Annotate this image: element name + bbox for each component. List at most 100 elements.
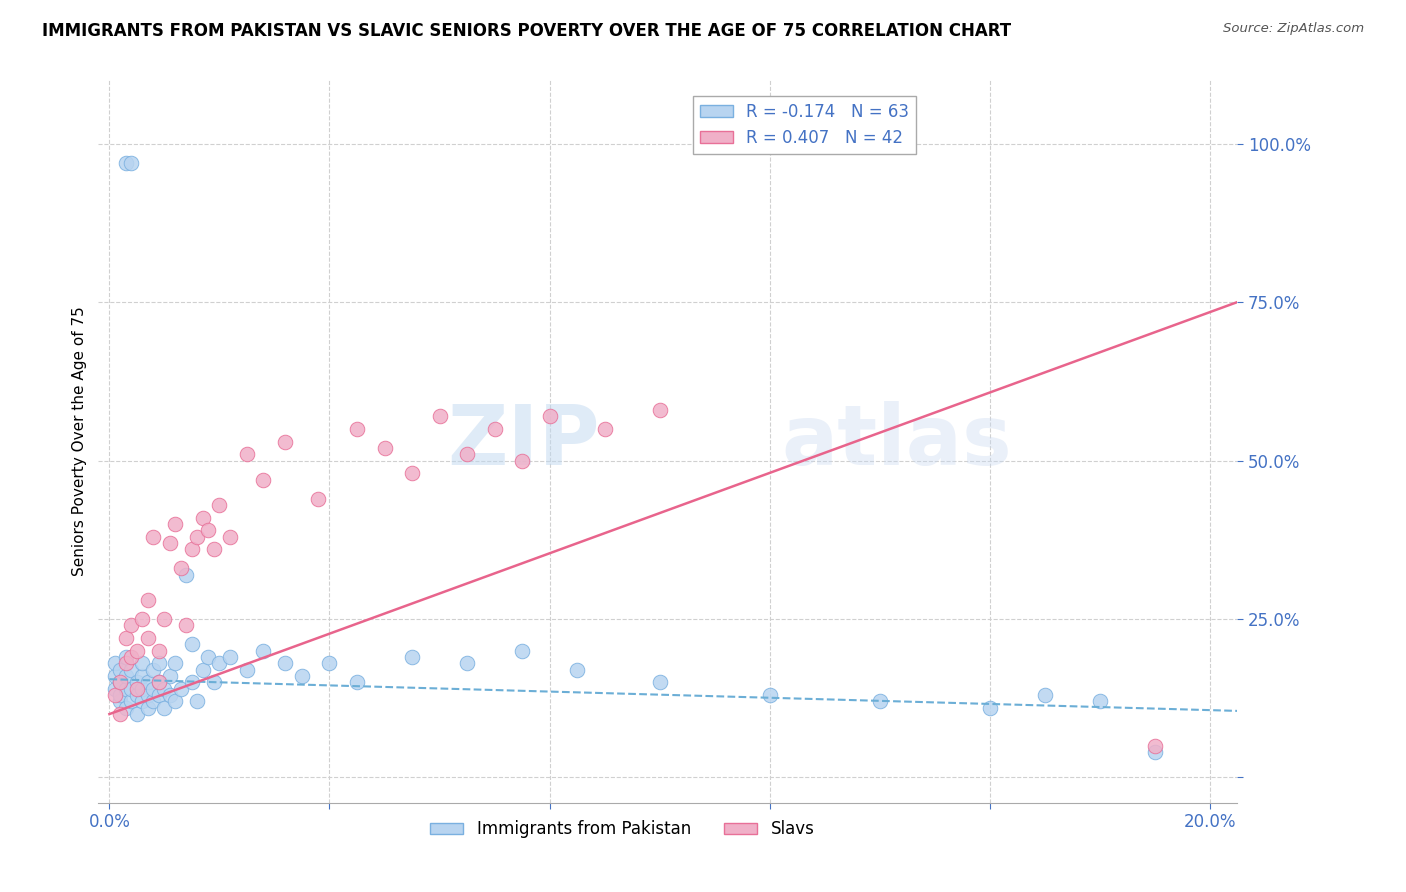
Point [401, 467, 423, 481]
Point [176, 618, 198, 632]
Point [120, 618, 142, 632]
Point [1143, 745, 1166, 759]
Point [165, 657, 187, 671]
Text: ZIP: ZIP [447, 401, 599, 482]
Point [148, 675, 170, 690]
Point [538, 409, 561, 424]
Point [148, 643, 170, 657]
Point [346, 422, 368, 436]
Point [136, 688, 159, 702]
Y-axis label: Seniors Poverty Over the Age of 75: Seniors Poverty Over the Age of 75 [72, 307, 87, 576]
Point [104, 657, 127, 671]
Point [159, 669, 181, 683]
Point [110, 707, 132, 722]
Point [142, 530, 165, 544]
Point [274, 434, 297, 449]
Point [153, 612, 176, 626]
Point [136, 675, 159, 690]
Point [131, 669, 153, 683]
Point [429, 409, 451, 424]
Point [593, 422, 616, 436]
Point [346, 675, 368, 690]
Point [202, 675, 225, 690]
Point [176, 567, 198, 582]
Point [181, 542, 204, 557]
Point [120, 650, 142, 665]
Point [131, 681, 153, 696]
Point [165, 516, 187, 531]
Point [208, 657, 231, 671]
Point [148, 657, 170, 671]
Text: IMMIGRANTS FROM PAKISTAN VS SLAVIC SENIORS POVERTY OVER THE AGE OF 75 CORRELATIO: IMMIGRANTS FROM PAKISTAN VS SLAVIC SENIO… [42, 22, 1011, 40]
Point [136, 631, 159, 645]
Point [136, 593, 159, 607]
Point [510, 453, 533, 467]
Point [219, 530, 242, 544]
Point [181, 637, 204, 651]
Point [120, 155, 142, 169]
Point [308, 491, 330, 506]
Point [159, 536, 181, 550]
Point [170, 681, 193, 696]
Point [148, 675, 170, 690]
Point [1033, 688, 1056, 702]
Point [236, 447, 259, 461]
Point [142, 694, 165, 708]
Point [136, 700, 159, 714]
Point [115, 700, 138, 714]
Point [110, 663, 132, 677]
Point [648, 402, 671, 417]
Point [484, 422, 506, 436]
Point [565, 663, 588, 677]
Point [1143, 739, 1166, 753]
Point [186, 530, 208, 544]
Point [125, 643, 148, 657]
Text: atlas: atlas [782, 401, 1012, 482]
Point [456, 657, 478, 671]
Point [125, 681, 148, 696]
Point [274, 657, 297, 671]
Point [165, 694, 187, 708]
Point [159, 688, 181, 702]
Point [120, 681, 142, 696]
Point [131, 657, 153, 671]
Point [120, 694, 142, 708]
Point [153, 681, 176, 696]
Point [291, 669, 314, 683]
Point [110, 688, 132, 702]
Point [115, 681, 138, 696]
Point [115, 631, 138, 645]
Point [142, 663, 165, 677]
Point [110, 675, 132, 690]
Point [142, 681, 165, 696]
Point [1088, 694, 1111, 708]
Point [131, 612, 153, 626]
Point [197, 650, 219, 665]
Point [252, 643, 274, 657]
Text: Source: ZipAtlas.com: Source: ZipAtlas.com [1223, 22, 1364, 36]
Legend: Immigrants from Pakistan, Slavs: Immigrants from Pakistan, Slavs [423, 814, 821, 845]
Point [202, 542, 225, 557]
Point [758, 688, 780, 702]
Point [131, 694, 153, 708]
Point [181, 675, 204, 690]
Point [191, 663, 214, 677]
Point [125, 688, 148, 702]
Point [510, 643, 533, 657]
Point [648, 675, 671, 690]
Point [456, 447, 478, 461]
Point [979, 700, 1001, 714]
Point [115, 657, 138, 671]
Point [219, 650, 242, 665]
Point [153, 700, 176, 714]
Point [104, 688, 127, 702]
Point [110, 694, 132, 708]
Point [125, 707, 148, 722]
Point [208, 498, 231, 512]
Point [104, 681, 127, 696]
Point [104, 669, 127, 683]
Point [115, 155, 138, 169]
Point [197, 523, 219, 537]
Point [125, 675, 148, 690]
Point [170, 561, 193, 575]
